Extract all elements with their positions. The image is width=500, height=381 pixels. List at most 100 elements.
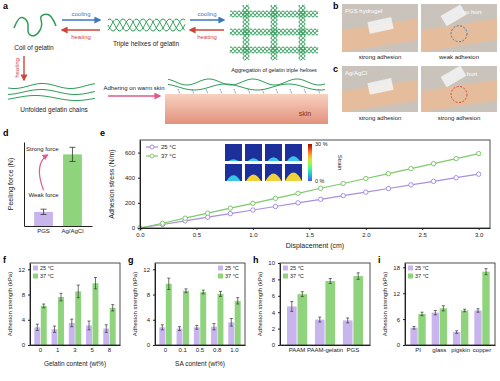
helix-strand [108, 19, 185, 31]
tick: 1.0 [249, 228, 258, 238]
label: hurt [467, 71, 478, 77]
point [296, 191, 300, 195]
tick: 8 [272, 277, 280, 283]
error-bar [36, 324, 39, 330]
panel-label: c [333, 64, 338, 74]
error-bar [476, 309, 479, 312]
legend-swatch [283, 274, 288, 279]
label: Adhering on warm skin [103, 85, 164, 91]
plot-frame [280, 263, 370, 345]
gelatin-chain [8, 96, 95, 101]
colorbar-tick-label: 0 % [315, 178, 325, 184]
error-bar [213, 324, 216, 330]
tick-label: 0 [147, 342, 151, 348]
error-bar [318, 317, 321, 322]
tick-mark [138, 178, 140, 179]
bond [178, 89, 180, 94]
legend-swatch [150, 154, 154, 158]
error-bar [484, 269, 487, 275]
chart-2: 0481201358Gelatin content (wt%)Adhesion … [7, 263, 121, 368]
tick-mark [28, 320, 30, 321]
tick: 0 [132, 225, 140, 231]
point [318, 197, 322, 201]
chart-1: 0.00.51.01.52.02.53.00200400600Displacem… [108, 140, 491, 250]
bar [432, 313, 439, 345]
y-axis: 0246810 [268, 260, 280, 348]
error-bar [290, 302, 293, 312]
bond [220, 89, 222, 94]
inset [265, 144, 282, 161]
legend-swatch [33, 266, 38, 271]
colorbar [308, 144, 312, 181]
bar [353, 276, 363, 345]
line [140, 174, 479, 228]
point [160, 221, 164, 225]
bond [262, 89, 264, 94]
plot-frame [30, 263, 120, 345]
plot-frame [140, 140, 490, 228]
tick: 600 [125, 150, 140, 156]
tick: 2.0 [362, 228, 371, 238]
tick-mark [253, 228, 254, 230]
bar [58, 297, 64, 345]
helix-strand [299, 5, 305, 60]
x-axis-line [281, 345, 371, 346]
tick: PAAM-gelatin [307, 347, 343, 353]
skin [165, 94, 328, 124]
error-bar [413, 326, 416, 329]
y-axis-line [30, 264, 31, 346]
error-bar [77, 285, 80, 298]
plot-marks [34, 147, 82, 226]
tick: 4 [147, 317, 155, 323]
inset-plume [268, 157, 280, 161]
point [454, 176, 458, 180]
legend-label: 25 °C [225, 265, 239, 271]
point [431, 161, 435, 165]
chart-5: 061218PIglasspigskincopperAdhesion stren… [382, 263, 496, 353]
helix-strand [108, 19, 185, 31]
arrow [190, 29, 224, 30]
inset [285, 164, 302, 181]
error-bar [178, 327, 181, 331]
panel-label: g [128, 255, 134, 265]
tick-mark [138, 153, 140, 154]
bar [315, 320, 325, 345]
error-bar [88, 321, 91, 330]
point [318, 186, 322, 190]
plot-marks [287, 273, 363, 345]
y-axis: 04812 [143, 264, 155, 349]
tick-label: 0 [272, 342, 276, 348]
tick-mark [153, 345, 155, 346]
helix-strand [299, 5, 305, 60]
x-axis: PGSAg/AgCl [25, 227, 93, 235]
inset [225, 144, 242, 161]
bond [192, 89, 194, 94]
label: heating [14, 58, 20, 78]
tick-label: 10 [268, 260, 275, 266]
legend-swatch [283, 266, 288, 271]
tick-label: copper [473, 347, 491, 353]
axis-title: Peeling force (N) [7, 158, 15, 211]
legend-label: 37 °C [290, 273, 304, 279]
tick-label: 0 [132, 225, 136, 231]
gelatin-chain [8, 84, 95, 89]
legend-label: 37 °C [161, 153, 177, 159]
tick: 0.1 [179, 347, 188, 353]
legend-swatch [408, 274, 413, 279]
bar [183, 291, 189, 345]
label: Coil of gelatin [14, 44, 54, 52]
helix-strand [271, 5, 277, 60]
tick-label: PGS [347, 347, 360, 353]
tick-label: 0 [164, 347, 168, 353]
tick-label: 0 [39, 347, 43, 353]
error-bar [236, 298, 239, 304]
legend-label: 37 °C [225, 273, 239, 279]
tick-label: 6 [272, 293, 276, 299]
x-axis-line [31, 345, 121, 346]
error-bar [105, 325, 108, 333]
panel-label: i [378, 255, 381, 265]
point [251, 208, 255, 212]
inset-plume [248, 158, 259, 161]
tick-mark [403, 293, 405, 294]
tick: 4 [22, 317, 30, 323]
